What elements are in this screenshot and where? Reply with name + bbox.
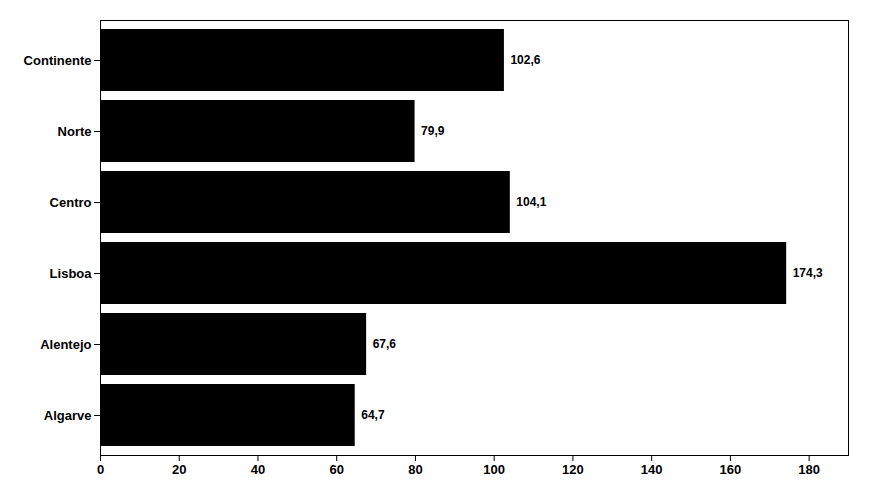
svg-text:180: 180 bbox=[798, 462, 820, 477]
svg-text:80: 80 bbox=[408, 462, 422, 477]
svg-text:160: 160 bbox=[720, 462, 742, 477]
svg-text:102,6: 102,6 bbox=[510, 53, 540, 67]
svg-text:60: 60 bbox=[329, 462, 343, 477]
svg-text:174,3: 174,3 bbox=[793, 266, 823, 280]
svg-text:Lisboa: Lisboa bbox=[50, 266, 93, 281]
svg-text:120: 120 bbox=[562, 462, 584, 477]
svg-text:20: 20 bbox=[172, 462, 186, 477]
svg-text:0: 0 bbox=[97, 462, 104, 477]
svg-text:104,1: 104,1 bbox=[516, 195, 546, 209]
svg-text:140: 140 bbox=[641, 462, 663, 477]
svg-text:Continente: Continente bbox=[24, 53, 92, 68]
svg-text:40: 40 bbox=[251, 462, 265, 477]
svg-text:Norte: Norte bbox=[58, 124, 92, 139]
svg-text:100: 100 bbox=[483, 462, 505, 477]
svg-text:67,6: 67,6 bbox=[373, 337, 397, 351]
svg-text:64,7: 64,7 bbox=[361, 408, 385, 422]
svg-text:Centro: Centro bbox=[50, 195, 92, 210]
svg-text:Alentejo: Alentejo bbox=[40, 337, 91, 352]
svg-text:79,9: 79,9 bbox=[421, 124, 445, 138]
svg-text:Algarve: Algarve bbox=[44, 408, 92, 423]
